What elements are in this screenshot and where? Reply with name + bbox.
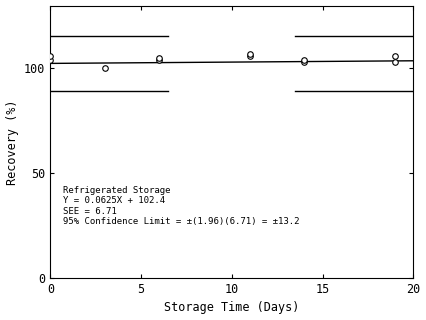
Y-axis label: Recovery (%): Recovery (%) [6, 99, 19, 185]
X-axis label: Storage Time (Days): Storage Time (Days) [164, 301, 299, 315]
Text: Refrigerated Storage
Y = 0.0625X + 102.4
SEE = 6.71
95% Confidence Limit = ±(1.9: Refrigerated Storage Y = 0.0625X + 102.4… [63, 186, 299, 226]
